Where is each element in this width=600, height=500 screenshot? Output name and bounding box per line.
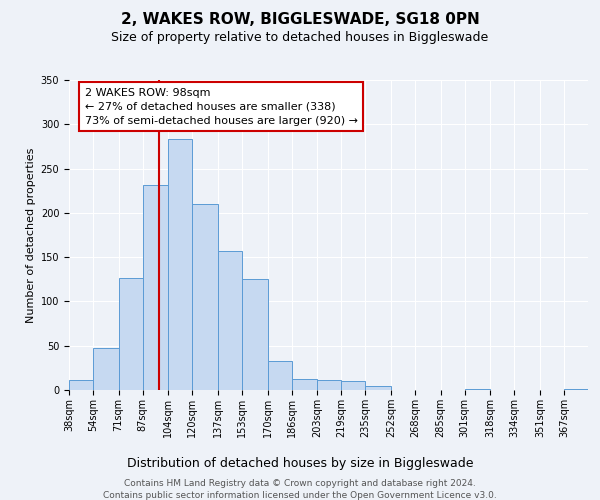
Bar [218,251,242,390]
Text: Contains HM Land Registry data © Crown copyright and database right 2024.: Contains HM Land Registry data © Crown c… [124,479,476,488]
Bar [143,186,168,390]
Bar [464,389,490,390]
Text: Contains public sector information licensed under the Open Government Licence v3: Contains public sector information licen… [103,491,497,500]
Bar [317,380,341,390]
Bar [242,280,268,390]
Bar [365,386,391,390]
Bar [292,380,317,390]
Bar [193,204,218,390]
Y-axis label: Number of detached properties: Number of detached properties [26,148,37,322]
Text: 2 WAKES ROW: 98sqm
← 27% of detached houses are smaller (338)
73% of semi-detach: 2 WAKES ROW: 98sqm ← 27% of detached hou… [85,88,358,126]
Text: Size of property relative to detached houses in Biggleswade: Size of property relative to detached ho… [112,31,488,44]
Bar [341,381,365,390]
Bar [564,389,588,390]
Bar [119,278,143,390]
Bar [93,348,119,390]
Text: Distribution of detached houses by size in Biggleswade: Distribution of detached houses by size … [127,458,473,470]
Bar [268,361,292,390]
Bar [69,380,93,390]
Text: 2, WAKES ROW, BIGGLESWADE, SG18 0PN: 2, WAKES ROW, BIGGLESWADE, SG18 0PN [121,12,479,28]
Bar [168,140,193,390]
